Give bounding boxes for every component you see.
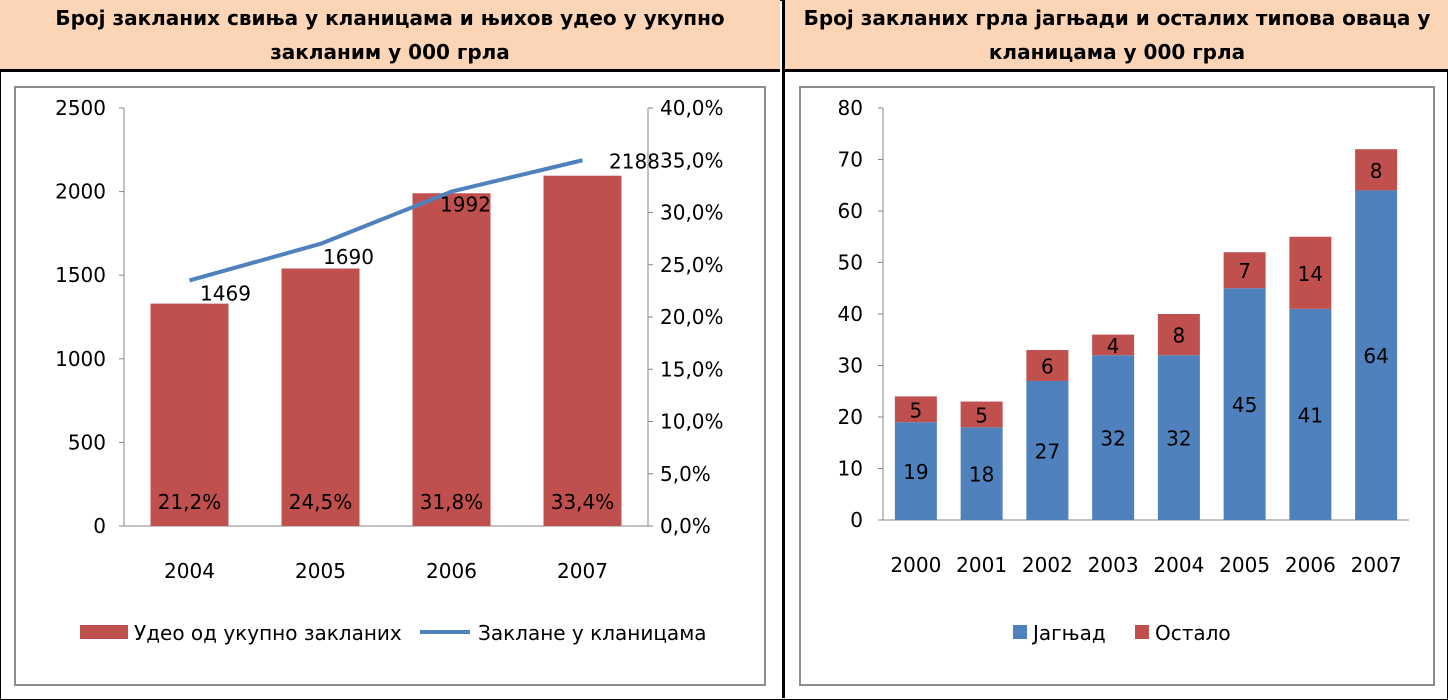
bar-label-2006-other: 14 <box>1298 262 1323 286</box>
bar-label-2005-other: 7 <box>1238 259 1251 283</box>
bar-2006 <box>412 193 491 526</box>
bar-2007-lambs <box>1355 190 1398 520</box>
bar-2004 <box>150 303 229 526</box>
y-tick-label: 50 <box>838 251 863 275</box>
bar-label-2004-other: 8 <box>1173 324 1186 348</box>
x-tick-label-2007: 2007 <box>1351 553 1402 577</box>
lamb-slaughter-chart: 80 70 60 50 40 30 20 10 0 19 5 2000 18 5 2001 27 6 2002 32… <box>799 86 1435 686</box>
bar-2002-other <box>1026 350 1069 381</box>
bar-label-2005-lambs: 45 <box>1232 393 1257 417</box>
left-y-tick-label: 500 <box>68 430 106 454</box>
bar-2000-other <box>894 396 937 423</box>
pig-slaughter-chart-svg: 2500 2000 1500 1000 500 0 40,0% 35,0% 30,0% 25,0%… <box>55 96 724 645</box>
bar-label-2004-lambs: 32 <box>1166 427 1191 451</box>
left-panel: Број закланих свиња у кланицама и њихов … <box>0 0 780 686</box>
left-y-tick-label: 0 <box>93 514 106 538</box>
bar-2005 <box>281 268 360 526</box>
left-panel-title: Број закланих свиња у кланицама и њихов … <box>0 0 780 72</box>
bar-label-2002-other: 6 <box>1041 355 1054 379</box>
line-label-2005: 1690 <box>323 245 374 269</box>
bar-2007-other <box>1355 149 1398 191</box>
pig-slaughter-chart: 2500 2000 1500 1000 500 0 40,0% 35,0% 30,0% 25,0%… <box>14 86 766 686</box>
legend-swatch-lambs <box>1013 625 1027 639</box>
right-y-tick-label: 5,0% <box>660 462 711 486</box>
bar-2004-other <box>1157 314 1200 356</box>
right-panel: Број закланих грла јагњади и осталих тип… <box>782 0 1448 698</box>
y-tick-label: 0 <box>850 508 863 532</box>
x-tick-label-2000: 2000 <box>890 553 941 577</box>
bar-label-2003-other: 4 <box>1107 334 1120 358</box>
bar-2004-lambs <box>1157 355 1200 520</box>
bar-2001-other <box>960 401 1003 428</box>
bar-2006-lambs <box>1289 308 1332 520</box>
bar-2000-lambs <box>894 422 937 520</box>
bar-label-2007: 33,4% <box>551 490 615 514</box>
right-y-tick-label: 25,0% <box>660 253 724 277</box>
bar-label-2002-lambs: 27 <box>1035 439 1060 463</box>
left-y-tick-label: 2000 <box>55 180 106 204</box>
legend-label-line: Заклане у кланицама <box>478 621 707 645</box>
right-y-tick-label: 30,0% <box>660 201 724 225</box>
bar-2007 <box>543 175 622 526</box>
right-y-tick-label: 20,0% <box>660 305 724 329</box>
line-label-2004: 1469 <box>200 281 251 305</box>
right-y-tick-label: 35,0% <box>660 148 724 172</box>
right-y-tick-label: 0,0% <box>660 514 711 538</box>
x-tick-label-2002: 2002 <box>1022 553 1073 577</box>
bar-label-2000-lambs: 19 <box>903 460 928 484</box>
bar-label-2006: 31,8% <box>420 490 484 514</box>
bar-2005-other <box>1223 252 1266 289</box>
left-y-tick-label: 2500 <box>55 96 106 120</box>
legend-label-bars: Удео од укупно закланих <box>134 621 402 645</box>
x-tick-label-2006: 2006 <box>1285 553 1336 577</box>
y-tick-label: 20 <box>838 405 863 429</box>
bar-label-2001-other: 5 <box>975 403 988 427</box>
y-tick-label: 70 <box>838 148 863 172</box>
bar-label-2006-lambs: 41 <box>1298 403 1323 427</box>
bar-2006-other <box>1289 236 1332 309</box>
bar-label-2000-other: 5 <box>910 398 923 422</box>
y-tick-label: 60 <box>838 199 863 223</box>
lamb-slaughter-chart-svg: 80 70 60 50 40 30 20 10 0 19 5 2000 18 5 2001 27 6 2002 32… <box>838 96 1409 645</box>
right-panel-title: Број закланих грла јагњади и осталих тип… <box>785 0 1448 72</box>
line-label-2006: 1992 <box>440 193 491 217</box>
y-tick-label: 10 <box>838 457 863 481</box>
x-tick-label-2005: 2005 <box>295 559 346 583</box>
x-tick-label-2007: 2007 <box>557 559 608 583</box>
bar-label-2007-other: 8 <box>1370 159 1383 183</box>
bar-label-2004: 21,2% <box>158 490 222 514</box>
x-tick-label-2005: 2005 <box>1219 553 1270 577</box>
bar-2005-lambs <box>1223 288 1266 520</box>
left-y-tick-label: 1500 <box>55 263 106 287</box>
y-tick-label: 40 <box>838 302 863 326</box>
y-tick-label: 30 <box>838 354 863 378</box>
bar-2002-lambs <box>1026 380 1069 520</box>
right-y-tick-label: 40,0% <box>660 96 724 120</box>
right-y-tick-label: 15,0% <box>660 357 724 381</box>
legend-swatch-bars <box>80 625 128 639</box>
bar-label-2001-lambs: 18 <box>969 463 994 487</box>
bar-2001-lambs <box>960 427 1003 520</box>
x-tick-label-2004: 2004 <box>1153 553 1204 577</box>
x-tick-label-2003: 2003 <box>1088 553 1139 577</box>
line-label-2007: 2188 <box>609 149 660 173</box>
legend-label-other: Остало <box>1155 621 1231 645</box>
right-y-tick-label: 10,0% <box>660 410 724 434</box>
legend-label-lambs: Јагњад <box>1031 621 1106 645</box>
legend-swatch-other <box>1135 625 1149 639</box>
x-tick-label-2004: 2004 <box>164 559 215 583</box>
bar-2003-lambs <box>1092 355 1135 520</box>
x-tick-label-2001: 2001 <box>956 553 1007 577</box>
line-series <box>188 158 583 283</box>
y-tick-label: 80 <box>838 96 863 120</box>
bar-label-2007-lambs: 64 <box>1363 344 1388 368</box>
x-tick-label-2006: 2006 <box>426 559 477 583</box>
bar-2003-other <box>1092 334 1135 356</box>
bar-label-2005: 24,5% <box>289 490 353 514</box>
left-y-tick-label: 1000 <box>55 347 106 371</box>
bar-label-2003-lambs: 32 <box>1100 427 1125 451</box>
